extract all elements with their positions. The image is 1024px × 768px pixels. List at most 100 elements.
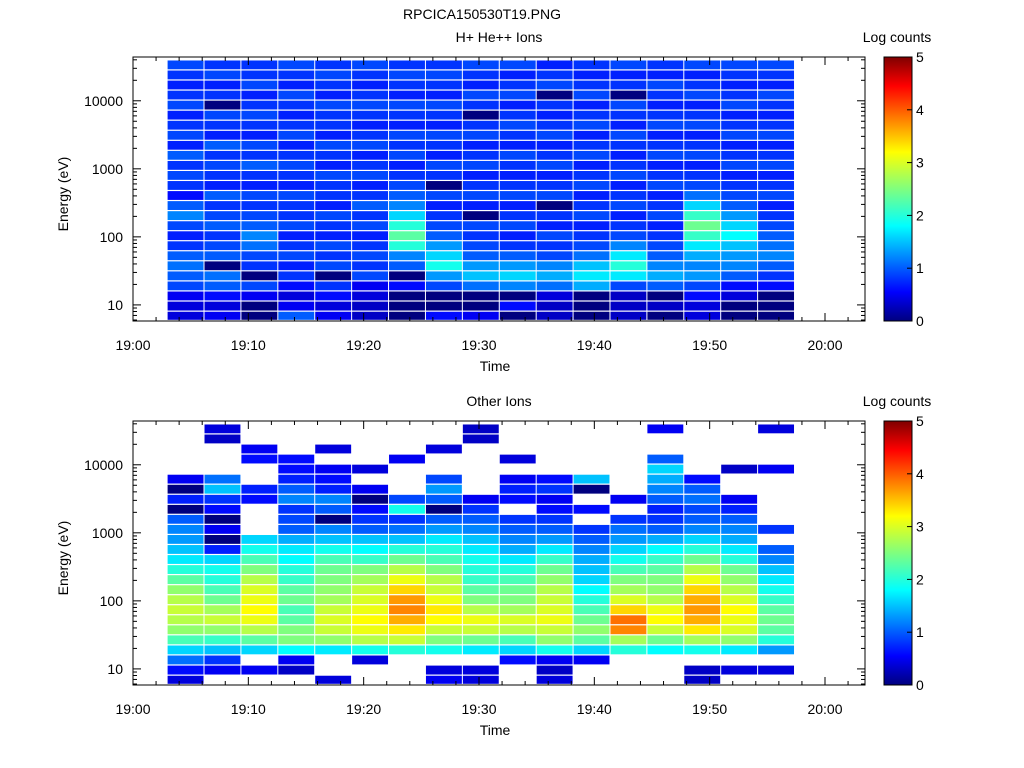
heatmap-cell [536,60,573,70]
heatmap-cell [684,585,721,595]
heatmap-cell [647,635,684,645]
heatmap-cell [647,605,684,615]
colorbar-tick-label: 2 [916,571,924,587]
colorbar-tick-label: 0 [916,677,924,693]
heatmap-cell [610,181,647,190]
heatmap-cell [536,675,573,684]
heatmap-cell [278,211,315,221]
heatmap-cell [499,171,536,180]
heatmap-cell [389,281,425,291]
heatmap-cell [204,565,241,574]
colorbar-tick-label: 3 [916,519,924,535]
heatmap-cells [167,424,795,684]
heatmap-cell [499,120,536,130]
heatmap-cell [499,301,536,311]
heatmap-cell [389,120,425,130]
heatmap-cell [721,281,758,291]
heatmap-cell [315,444,352,454]
heatmap-cell [499,221,536,231]
heatmap-cell [241,251,278,261]
heatmap-cell [721,140,758,150]
heatmap-cell [352,241,389,251]
heatmap-cell [721,211,758,221]
heatmap-cell [647,130,684,140]
heatmap-cell [204,605,241,615]
heatmap-cell [462,675,499,684]
heatmap-cell [758,211,795,221]
heatmap-cell [610,281,647,291]
heatmap-cell [241,261,278,271]
heatmap-cell [241,201,278,210]
heatmap-cell [647,120,684,130]
heatmap-cell [684,545,721,554]
heatmap-cell [462,110,499,120]
heatmap-cell [573,291,610,301]
heatmap-cell [278,535,315,544]
heatmap-cell [462,150,499,160]
heatmap-cell [167,301,204,311]
heatmap-cell [536,595,573,605]
x-tick-label: 19:30 [461,701,496,717]
heatmap-cell [499,150,536,160]
heatmap-cell [241,181,278,190]
heatmap-cell [167,504,204,514]
heatmap-cell [167,140,204,150]
heatmap-cell [684,474,721,484]
heatmap-cell [425,301,462,311]
heatmap-cell [352,160,389,170]
heatmap-cell [536,70,573,80]
heatmap-cell [536,565,573,574]
heatmap-cell [610,130,647,140]
heatmap-cell [167,545,204,554]
heatmap-cell [315,535,352,544]
heatmap-cell [536,120,573,130]
heatmap-cell [241,454,278,464]
heatmap-cell [462,221,499,231]
heatmap-cell [167,575,204,585]
heatmap-cell [315,625,352,635]
heatmap-cell [610,291,647,301]
heatmap-cell [204,211,241,221]
heatmap-cell [315,514,352,524]
heatmap-cell [462,565,499,574]
heatmap-cell [647,514,684,524]
heatmap-cell [758,605,795,615]
heatmap-cell [315,635,352,645]
heatmap-cell [425,241,462,251]
heatmap-cell [352,555,389,564]
heatmap-cell [684,635,721,645]
heatmap-cell [352,201,389,210]
heatmap-cell [241,565,278,574]
heatmap-cell [425,575,462,585]
heatmap-cell [758,645,795,655]
heatmap-cell [499,545,536,554]
heatmap-cell [536,535,573,544]
heatmap-cell [684,281,721,291]
heatmap-cell [462,524,499,534]
heatmap-cell [499,211,536,221]
heatmap-cell [721,665,758,675]
heatmap-cell [684,140,721,150]
heatmap-cell [352,645,389,655]
heatmap-cell [536,291,573,301]
heatmap-cell [721,645,758,655]
heatmap-cell [167,645,204,655]
heatmap-cell [462,60,499,70]
colorbar-tick-label: 3 [916,155,924,171]
heatmap-cell [462,301,499,311]
heatmap-cell [241,150,278,160]
heatmap-cell [610,120,647,130]
heatmap-cell [684,565,721,574]
x-tick-label: 19:30 [461,337,496,353]
heatmap-cell [278,605,315,615]
heatmap-cell [352,271,389,281]
heatmap-cell [684,645,721,655]
heatmap-cell [684,535,721,544]
heatmap-cell [647,211,684,221]
heatmap-cell [647,201,684,210]
heatmap-cell [684,150,721,160]
heatmap-cell [536,474,573,484]
heatmap-cell [647,595,684,605]
heatmap-cell [315,504,352,514]
